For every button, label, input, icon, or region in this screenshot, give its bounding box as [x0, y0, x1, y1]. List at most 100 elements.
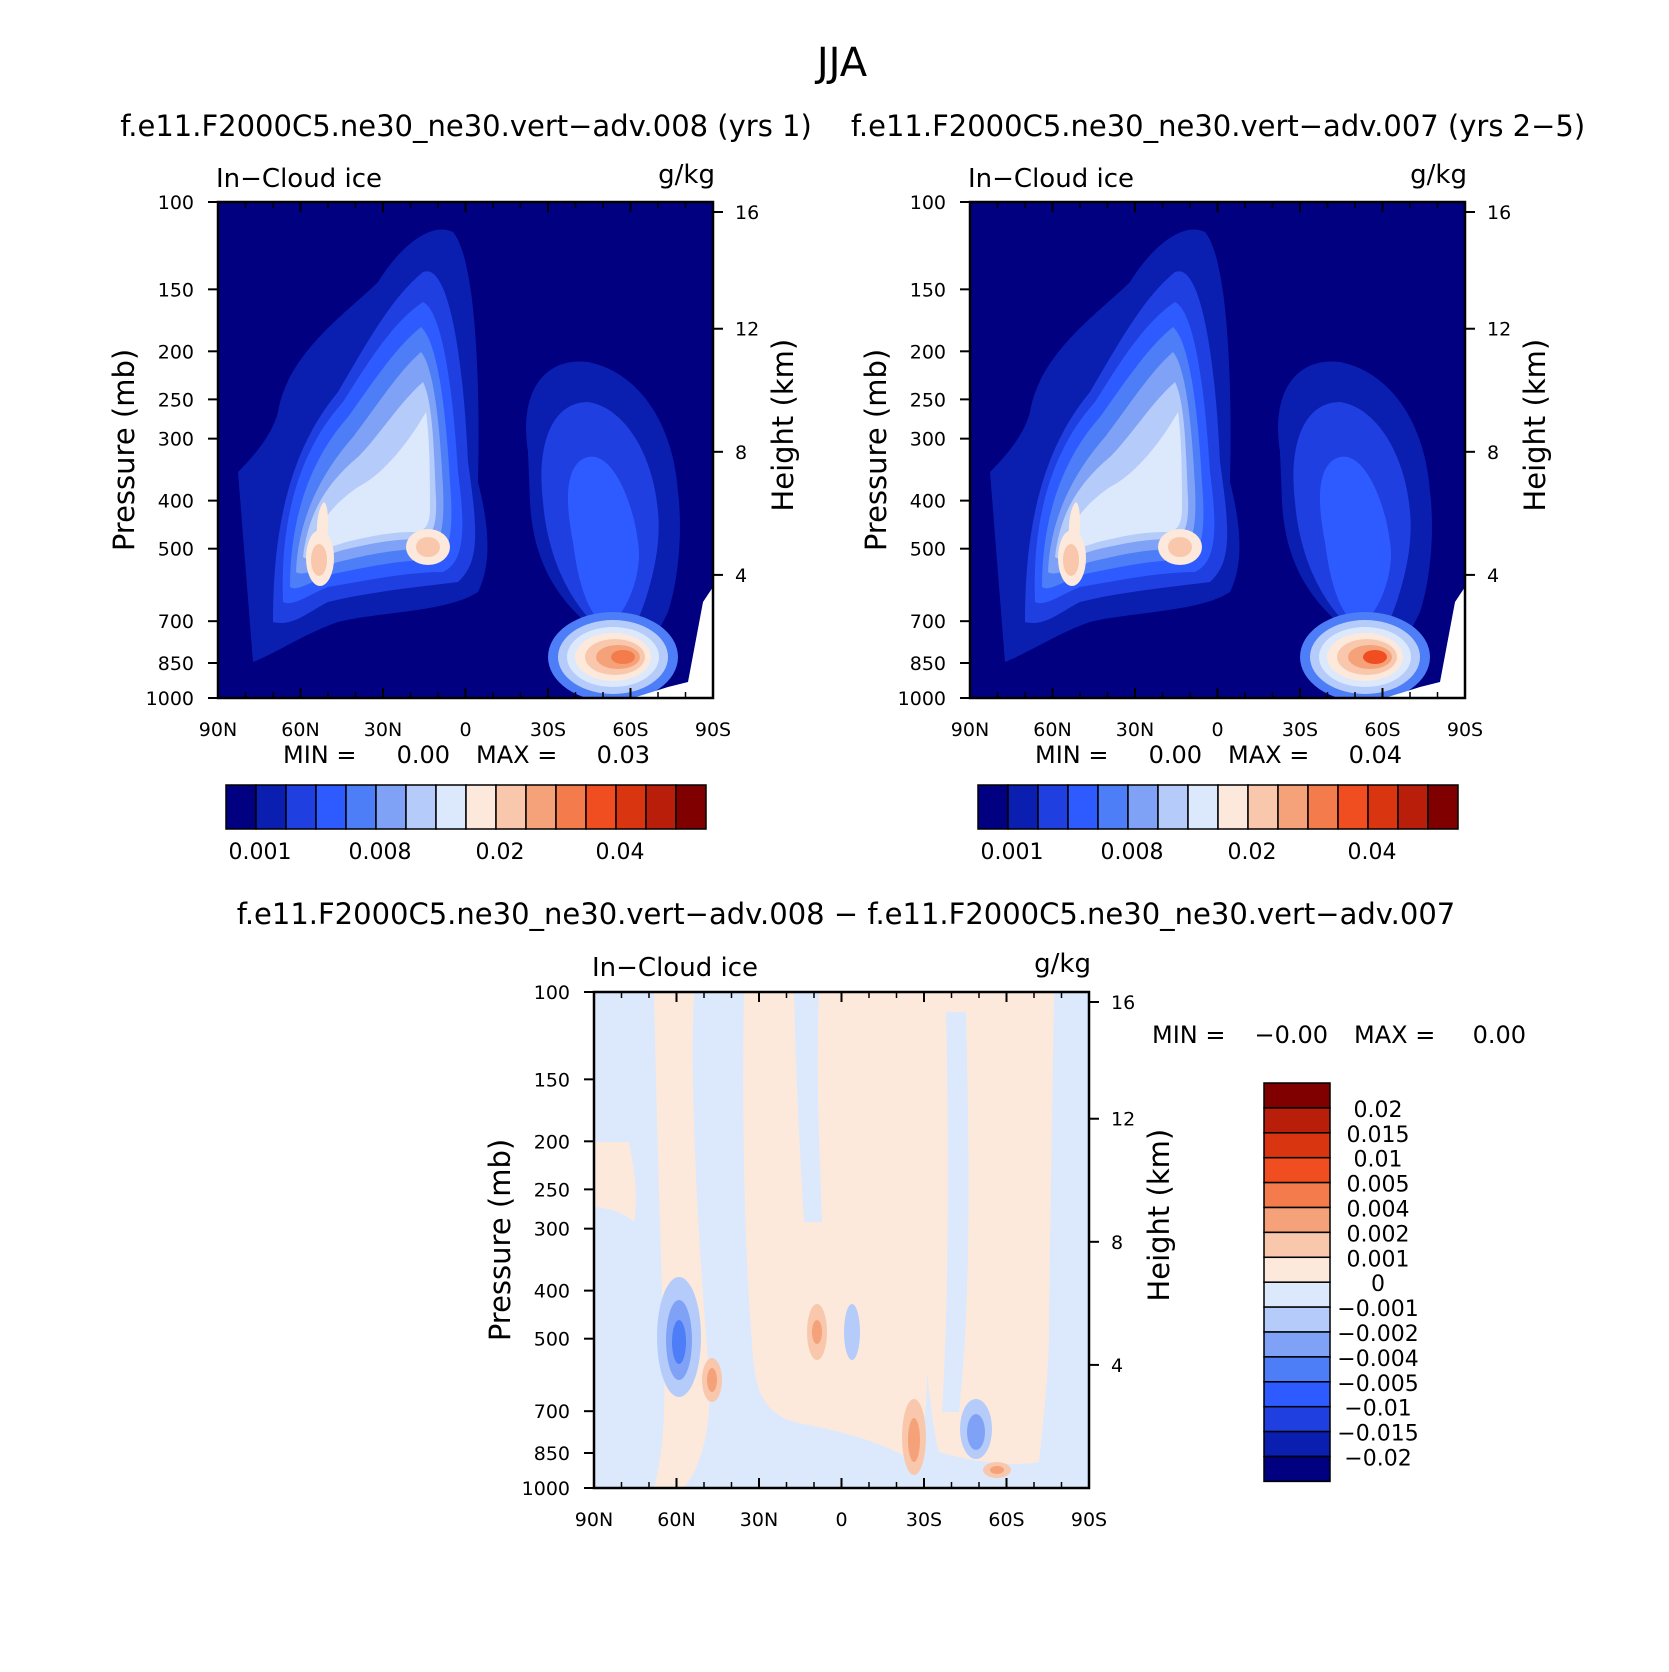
contour-level-5 [967, 1414, 985, 1450]
panel-b-colorbar-label: 0.02 [1228, 840, 1277, 865]
panel-b-y-tick-label: 700 [910, 611, 946, 633]
panel-diff-height-tick-label: 8 [1111, 1232, 1123, 1254]
panel-diff-colorbar-box [1263, 1306, 1331, 1333]
panel-a-colorbar-box [495, 784, 527, 830]
contour-level-8 [942, 1012, 969, 1412]
contour-level-8 [794, 992, 822, 1222]
panel-diff-min-label: MIN = [1152, 1021, 1225, 1049]
panel-a-colorbar-box [585, 784, 617, 830]
panel-b-colorbar: 0.001 0.008 0.02 0.04 [977, 784, 1459, 865]
contour-level-3 [1320, 456, 1391, 627]
panel-b-y-tick-label: 400 [910, 491, 946, 513]
panel-diff-x-tick-label: 90S [1071, 1509, 1107, 1531]
panel-a-min-label: MIN = [283, 741, 356, 769]
contour-level-7 [594, 1142, 637, 1222]
panel-b-colorbar-box [1097, 784, 1129, 830]
panel-a-height-tick-label: 12 [735, 319, 759, 341]
panel-diff-right-string: g/kg [1034, 949, 1091, 979]
panel-a-colorbar-box [405, 784, 437, 830]
panel-diff-y-tick-label: 700 [534, 1401, 570, 1423]
panel-a-colorbar-label: 0.001 [229, 840, 292, 865]
panel-b-colorbar-box [1367, 784, 1399, 830]
panel-a-min-value: 0.00 [397, 741, 450, 769]
panel-a-max-value: 0.03 [597, 741, 650, 769]
panel-a-colorbar-box [285, 784, 317, 830]
missing-data-region [1385, 587, 1465, 698]
panel-diff-y-tick-label: 150 [534, 1069, 570, 1091]
panel-diff-height-tick-label: 12 [1111, 1109, 1135, 1131]
panel-a-x-tick-label: 60N [281, 719, 319, 741]
panel-b-y-tick-label: 150 [910, 279, 946, 301]
contour-level-4 [672, 1320, 686, 1364]
panel-a-y-tick-label: 500 [158, 539, 194, 561]
panel-diff-colorbar-label: 0.002 [1347, 1222, 1410, 1247]
panel-diff-colorbar-box [1263, 1256, 1331, 1283]
panel-a-colorbar: 0.001 0.008 0.02 0.04 [225, 784, 707, 865]
panel-diff: f.e11.F2000C5.ne30_ne30.vert−adv.008 − f… [237, 897, 1526, 1531]
panel-b-right-string: g/kg [1410, 160, 1467, 190]
panel-a-colorbar-box [525, 784, 557, 830]
panel-a-colorbar-box [255, 784, 287, 830]
panel-diff-colorbar-box [1263, 1206, 1331, 1234]
panel-b-colorbar-box [1157, 784, 1189, 830]
panel-diff-x-tick-label: 30S [906, 1509, 942, 1531]
contour-level-10 [908, 1418, 920, 1462]
panel-b-min-label: MIN = [1035, 741, 1108, 769]
panel-diff-colorbar-label: 0.001 [1347, 1247, 1410, 1272]
panel-diff-y-tick-label: 500 [534, 1329, 570, 1351]
panel-diff-x-tick-label: 0 [835, 1509, 847, 1531]
panel-a-y-tick-label: 300 [158, 429, 194, 451]
panel-a-axes: 90N 60N 30N 0 30S 60S 90S 100 150 200 250 300 400 500… [107, 192, 800, 741]
panel-diff-x-tick-label: 90N [575, 1509, 613, 1531]
panel-a-colorbar-label: 0.04 [596, 840, 645, 865]
panel-a-right-string: g/kg [658, 160, 715, 190]
figure-title: JJA [814, 40, 868, 86]
panel-diff-min-value: −0.00 [1254, 1021, 1328, 1049]
panel-diff-colorbar-label: −0.02 [1344, 1447, 1411, 1472]
panel-a-colorbar-box [645, 784, 677, 830]
panel-a-x-tick-label: 60S [612, 719, 648, 741]
panel-b-title: f.e11.F2000C5.ne30_ne30.vert−adv.007 (yr… [851, 109, 1585, 143]
panel-b-colorbar-box [977, 784, 1009, 830]
panel-b-x-tick-label: 30N [1116, 719, 1154, 741]
contour-level-10 [707, 1368, 717, 1392]
panel-a-height-tick-label: 4 [735, 565, 747, 587]
panel-diff-colorbar-label: 0.02 [1354, 1098, 1403, 1123]
panel-a-x-tick-label: 90S [695, 719, 731, 741]
contour-level-7 [1065, 412, 1182, 550]
panel-b-colorbar-box [1307, 784, 1339, 830]
panel-diff-colorbar-label: 0.015 [1347, 1123, 1410, 1148]
panel-diff-height-tick-label: 4 [1111, 1355, 1123, 1377]
panel-b-max-label: MAX = [1228, 741, 1309, 769]
panel-diff-colorbar-box [1263, 1107, 1331, 1134]
panel-b-y-tick-label: 200 [910, 341, 946, 363]
panel-b-x-tick-label: 60S [1364, 719, 1400, 741]
panel-diff-y-axis-label: Pressure (mb) [483, 1139, 517, 1341]
panel-a-max-label: MAX = [476, 741, 557, 769]
panel-diff-colorbar-label: −0.01 [1344, 1397, 1411, 1422]
panel-diff-y-tick-label: 1000 [522, 1478, 570, 1500]
panel-a-colorbar-box [225, 784, 257, 830]
panel-b-left-string: In−Cloud ice [968, 164, 1134, 194]
contour-level-9 [311, 544, 327, 576]
panel-a-colorbar-box [615, 784, 647, 830]
panel-b-y-tick-label: 250 [910, 389, 946, 411]
panel-diff-colorbar: 0.020.0150.010.0050.0040.0020.0010−0.001… [1263, 1082, 1419, 1483]
panel-diff-colorbar-box [1263, 1405, 1331, 1433]
panel-diff-colorbar-box [1263, 1231, 1331, 1259]
panel-b-y-axis-label: Pressure (mb) [859, 349, 893, 551]
panel-a-colorbar-box [675, 784, 707, 830]
panel-diff-colorbar-box [1263, 1381, 1331, 1408]
panel-diff-colorbar-box [1263, 1156, 1331, 1184]
panel-a-title: f.e11.F2000C5.ne30_ne30.vert−adv.008 (yr… [120, 109, 812, 143]
panel-a-y-tick-label: 850 [158, 653, 194, 675]
panel-b-x-tick-label: 60N [1033, 719, 1071, 741]
panel-b-colorbar-label: 0.04 [1348, 840, 1397, 865]
contour-level-10 [990, 1466, 1004, 1474]
panel-a-colorbar-box [435, 784, 467, 830]
panel-diff-colorbar-box [1263, 1132, 1331, 1159]
panel-b-colorbar-box [1217, 784, 1249, 830]
missing-data-region [633, 587, 713, 698]
panel-b-colorbar-box [1067, 784, 1099, 830]
